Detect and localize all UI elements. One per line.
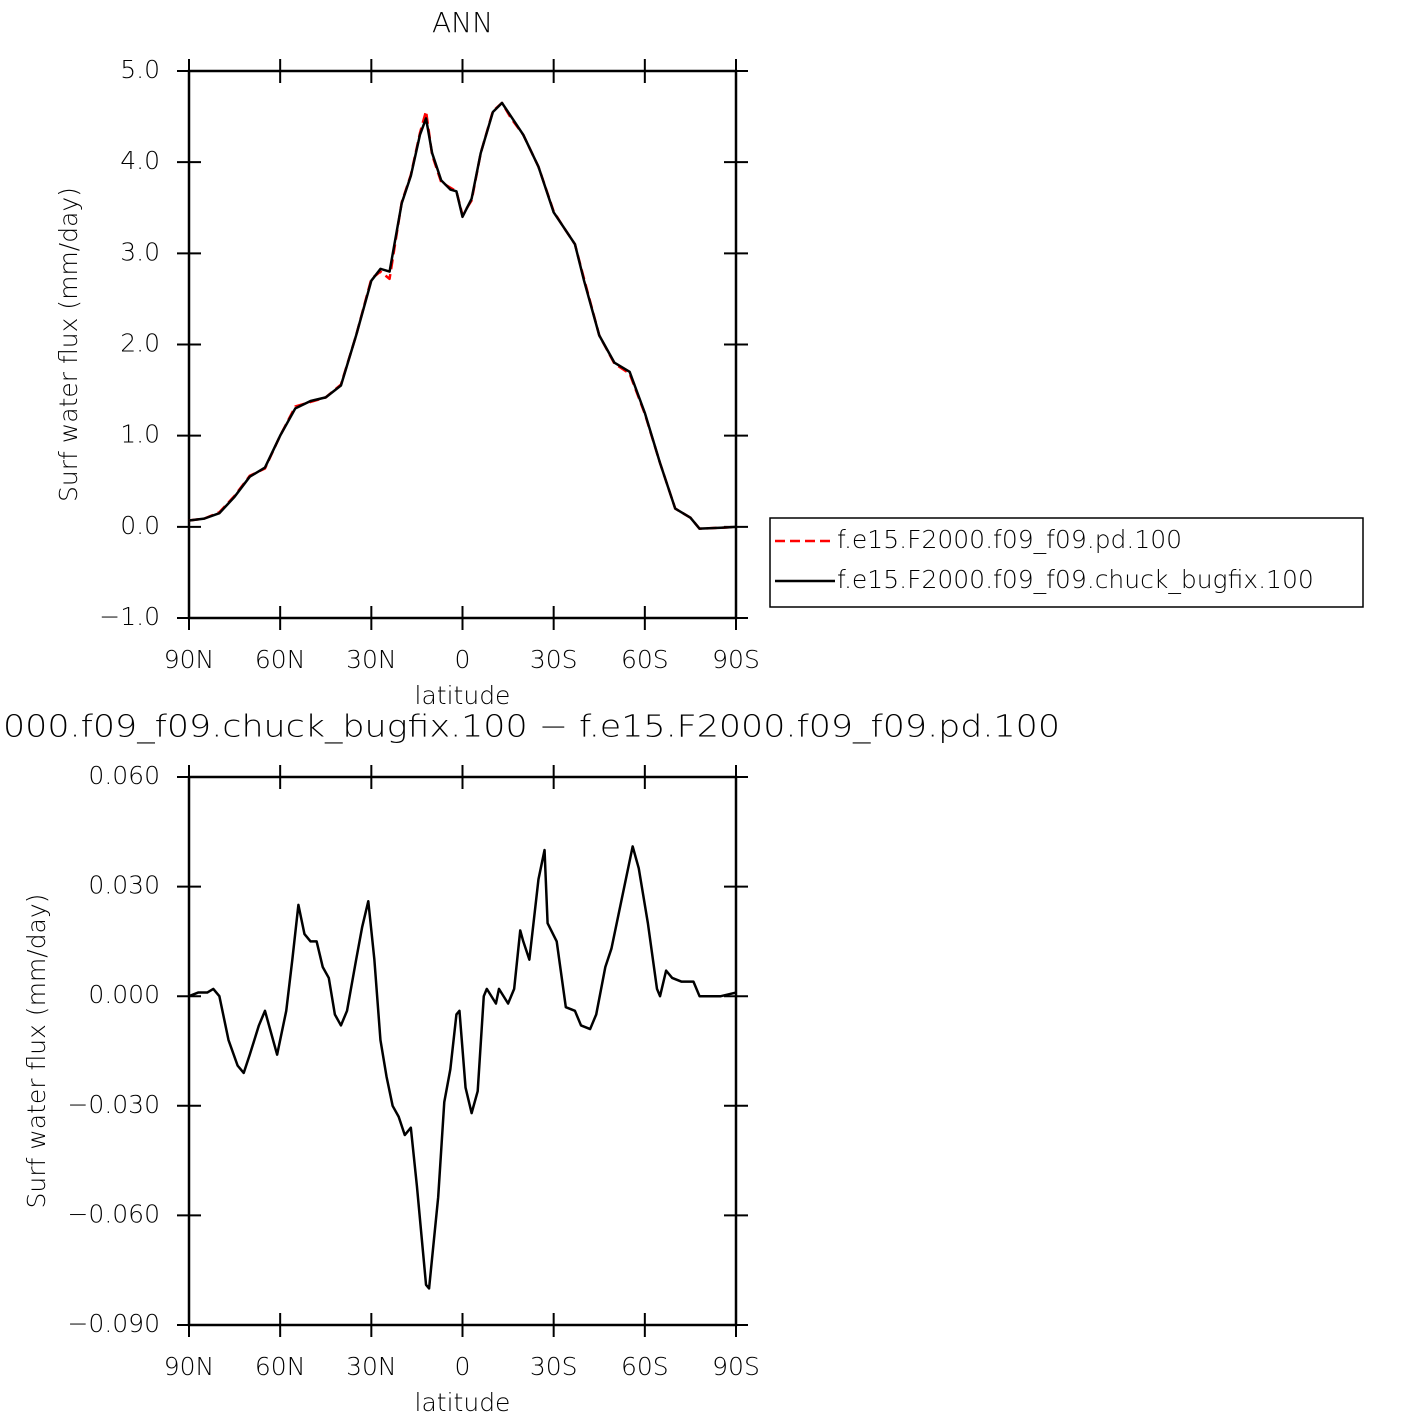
y-tick-label: 0.0 <box>120 511 160 540</box>
y-axis-label: Surf water flux (mm/day) <box>22 894 51 1209</box>
legend-label: f.e15.F2000.f09_f09.chuck_bugfix.100 <box>837 565 1314 594</box>
x-axis-label: latitude <box>415 1388 511 1417</box>
data-line <box>188 845 737 1290</box>
x-axis-label: latitude <box>415 681 511 710</box>
data-line <box>188 101 737 530</box>
data-line <box>188 101 737 530</box>
chart-title: ANN <box>432 6 493 39</box>
x-tick-label: 60N <box>255 1352 306 1381</box>
x-tick-label: 30N <box>346 1352 397 1381</box>
x-tick-label: 0 <box>455 645 471 674</box>
y-tick-label: 5.0 <box>120 55 160 84</box>
x-tick-label: 30S <box>530 645 578 674</box>
y-tick-label: −0.090 <box>67 1309 160 1338</box>
y-tick-label: 0.060 <box>88 761 160 790</box>
x-tick-label: 30N <box>346 645 397 674</box>
y-tick-label: 3.0 <box>120 237 160 266</box>
y-tick-label: 0.000 <box>88 980 160 1009</box>
plot-frame <box>187 69 738 620</box>
x-tick-label: 0 <box>455 1352 471 1381</box>
legend-box <box>769 517 1364 608</box>
y-tick-label: −1.0 <box>99 602 160 631</box>
y-tick-label: 0.030 <box>88 871 160 900</box>
chart-title: 000.f09_f09.chuck_bugfix.100 − f.e15.F20… <box>3 710 1060 745</box>
x-tick-label: 90S <box>712 1352 760 1381</box>
y-tick-label: −0.060 <box>67 1199 160 1228</box>
x-tick-label: 90N <box>164 645 215 674</box>
x-tick-label: 90S <box>712 645 760 674</box>
x-tick-label: 60S <box>621 1352 669 1381</box>
x-tick-label: 60S <box>621 645 669 674</box>
x-tick-label: 90N <box>164 1352 215 1381</box>
y-tick-label: 4.0 <box>120 146 160 175</box>
y-tick-label: 2.0 <box>120 329 160 358</box>
legend-label: f.e15.F2000.f09_f09.pd.100 <box>837 525 1182 554</box>
x-tick-label: 60N <box>255 645 306 674</box>
y-tick-label: −0.030 <box>67 1090 160 1119</box>
x-tick-label: 30S <box>530 1352 578 1381</box>
y-tick-label: 1.0 <box>120 420 160 449</box>
y-axis-label: Surf water flux (mm/day) <box>54 187 83 502</box>
